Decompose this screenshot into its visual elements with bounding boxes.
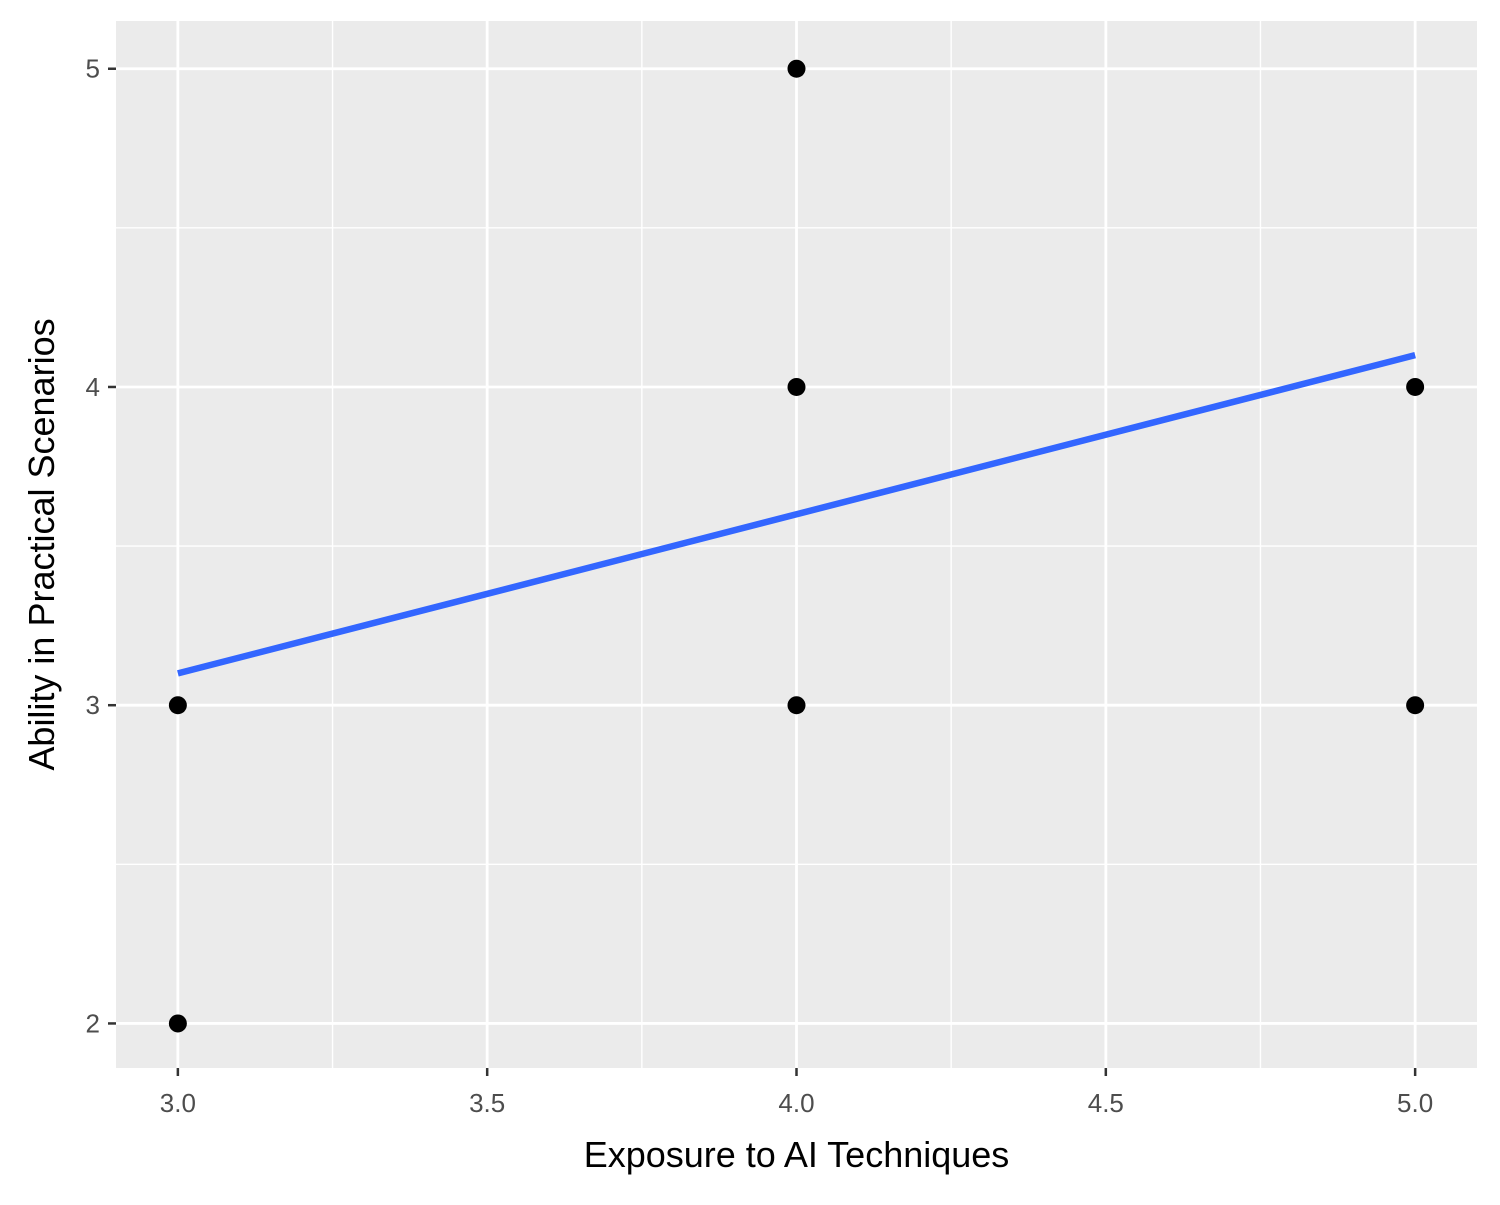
y-tick-label: 5 [86,54,100,84]
data-point [168,1014,187,1033]
y-tick-label: 4 [86,372,100,402]
y-tick-label: 3 [86,690,100,720]
y-axis: 2 3 4 5 [86,54,116,1038]
y-tick-label: 2 [86,1008,100,1038]
x-axis: 3.0 3.5 4.0 4.5 5.0 [160,1068,1433,1118]
data-point [787,377,806,396]
trend-line-layer [177,352,1416,677]
x-axis-title: Exposure to AI Techniques [584,1134,1010,1175]
data-point [1406,696,1425,715]
data-points [168,59,1425,1033]
x-tick-label: 5.0 [1397,1088,1433,1118]
x-tick-label: 3.5 [469,1088,505,1118]
x-tick-label: 4.0 [778,1088,814,1118]
data-point [787,696,806,715]
x-tick-label: 4.5 [1088,1088,1124,1118]
x-tick-label: 3.0 [160,1088,196,1118]
trend-line [177,352,1416,677]
data-point [787,59,806,78]
data-point [168,696,187,715]
data-point [1406,377,1425,396]
y-axis-title: Ability in Practical Scenarios [21,318,62,770]
